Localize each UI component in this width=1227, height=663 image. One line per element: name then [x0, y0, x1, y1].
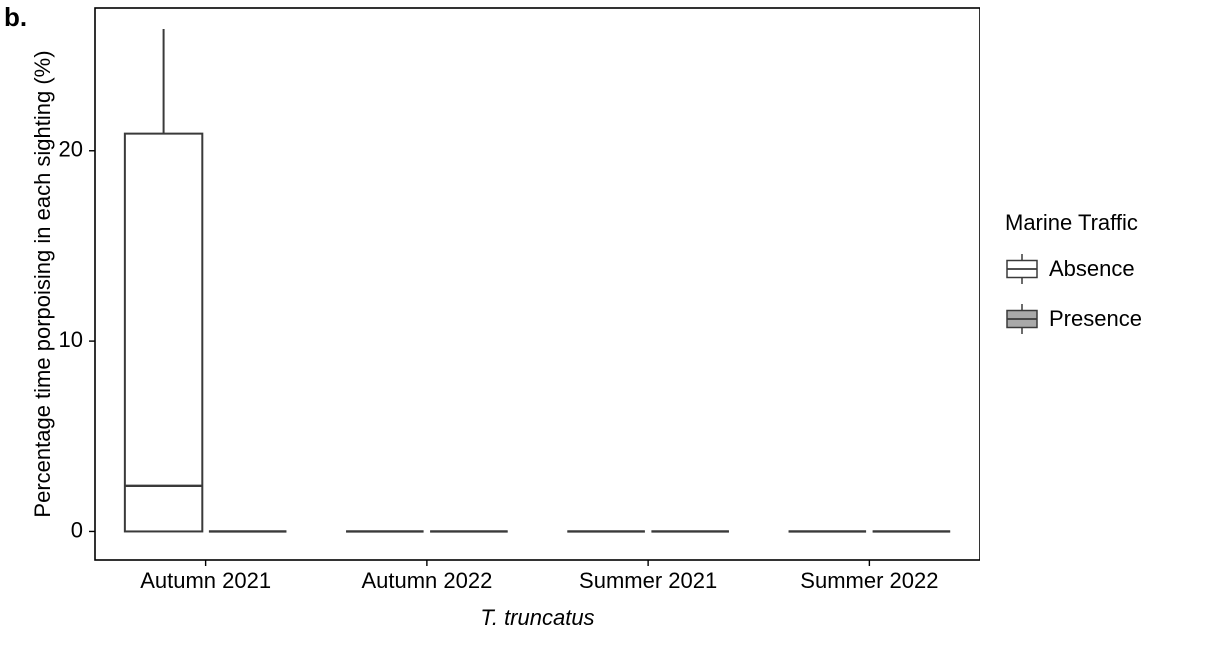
- boxplot-chart: 0 10 20 Autumn 2021 Autumn 2022 Summer 2021 Su…: [0, 0, 980, 663]
- legend-title: Marine Traffic: [1005, 210, 1138, 236]
- y-axis-label: Percentage time porpoising in each sight…: [30, 8, 56, 560]
- x-tick-label: Autumn 2022: [361, 568, 492, 593]
- x-tick-label: Summer 2021: [579, 568, 717, 593]
- legend-item-label: Presence: [1049, 306, 1142, 332]
- x-axis-label: T. truncatus: [95, 605, 980, 631]
- y-tick-label: 0: [71, 517, 83, 542]
- y-tick-label: 10: [59, 327, 83, 352]
- x-tick-label: Autumn 2021: [140, 568, 271, 593]
- y-tick-label: 20: [59, 137, 83, 162]
- legend-item: Presence: [1005, 302, 1142, 336]
- legend-key-icon: [1005, 302, 1039, 336]
- x-tick-label: Summer 2022: [800, 568, 938, 593]
- legend-item: Absence: [1005, 252, 1135, 286]
- legend-item-label: Absence: [1049, 256, 1135, 282]
- box: [125, 134, 202, 532]
- legend-key-icon: [1005, 252, 1039, 286]
- figure-stage: b. 01020Autumn 2021Autumn 2022Summer 202…: [0, 0, 1227, 663]
